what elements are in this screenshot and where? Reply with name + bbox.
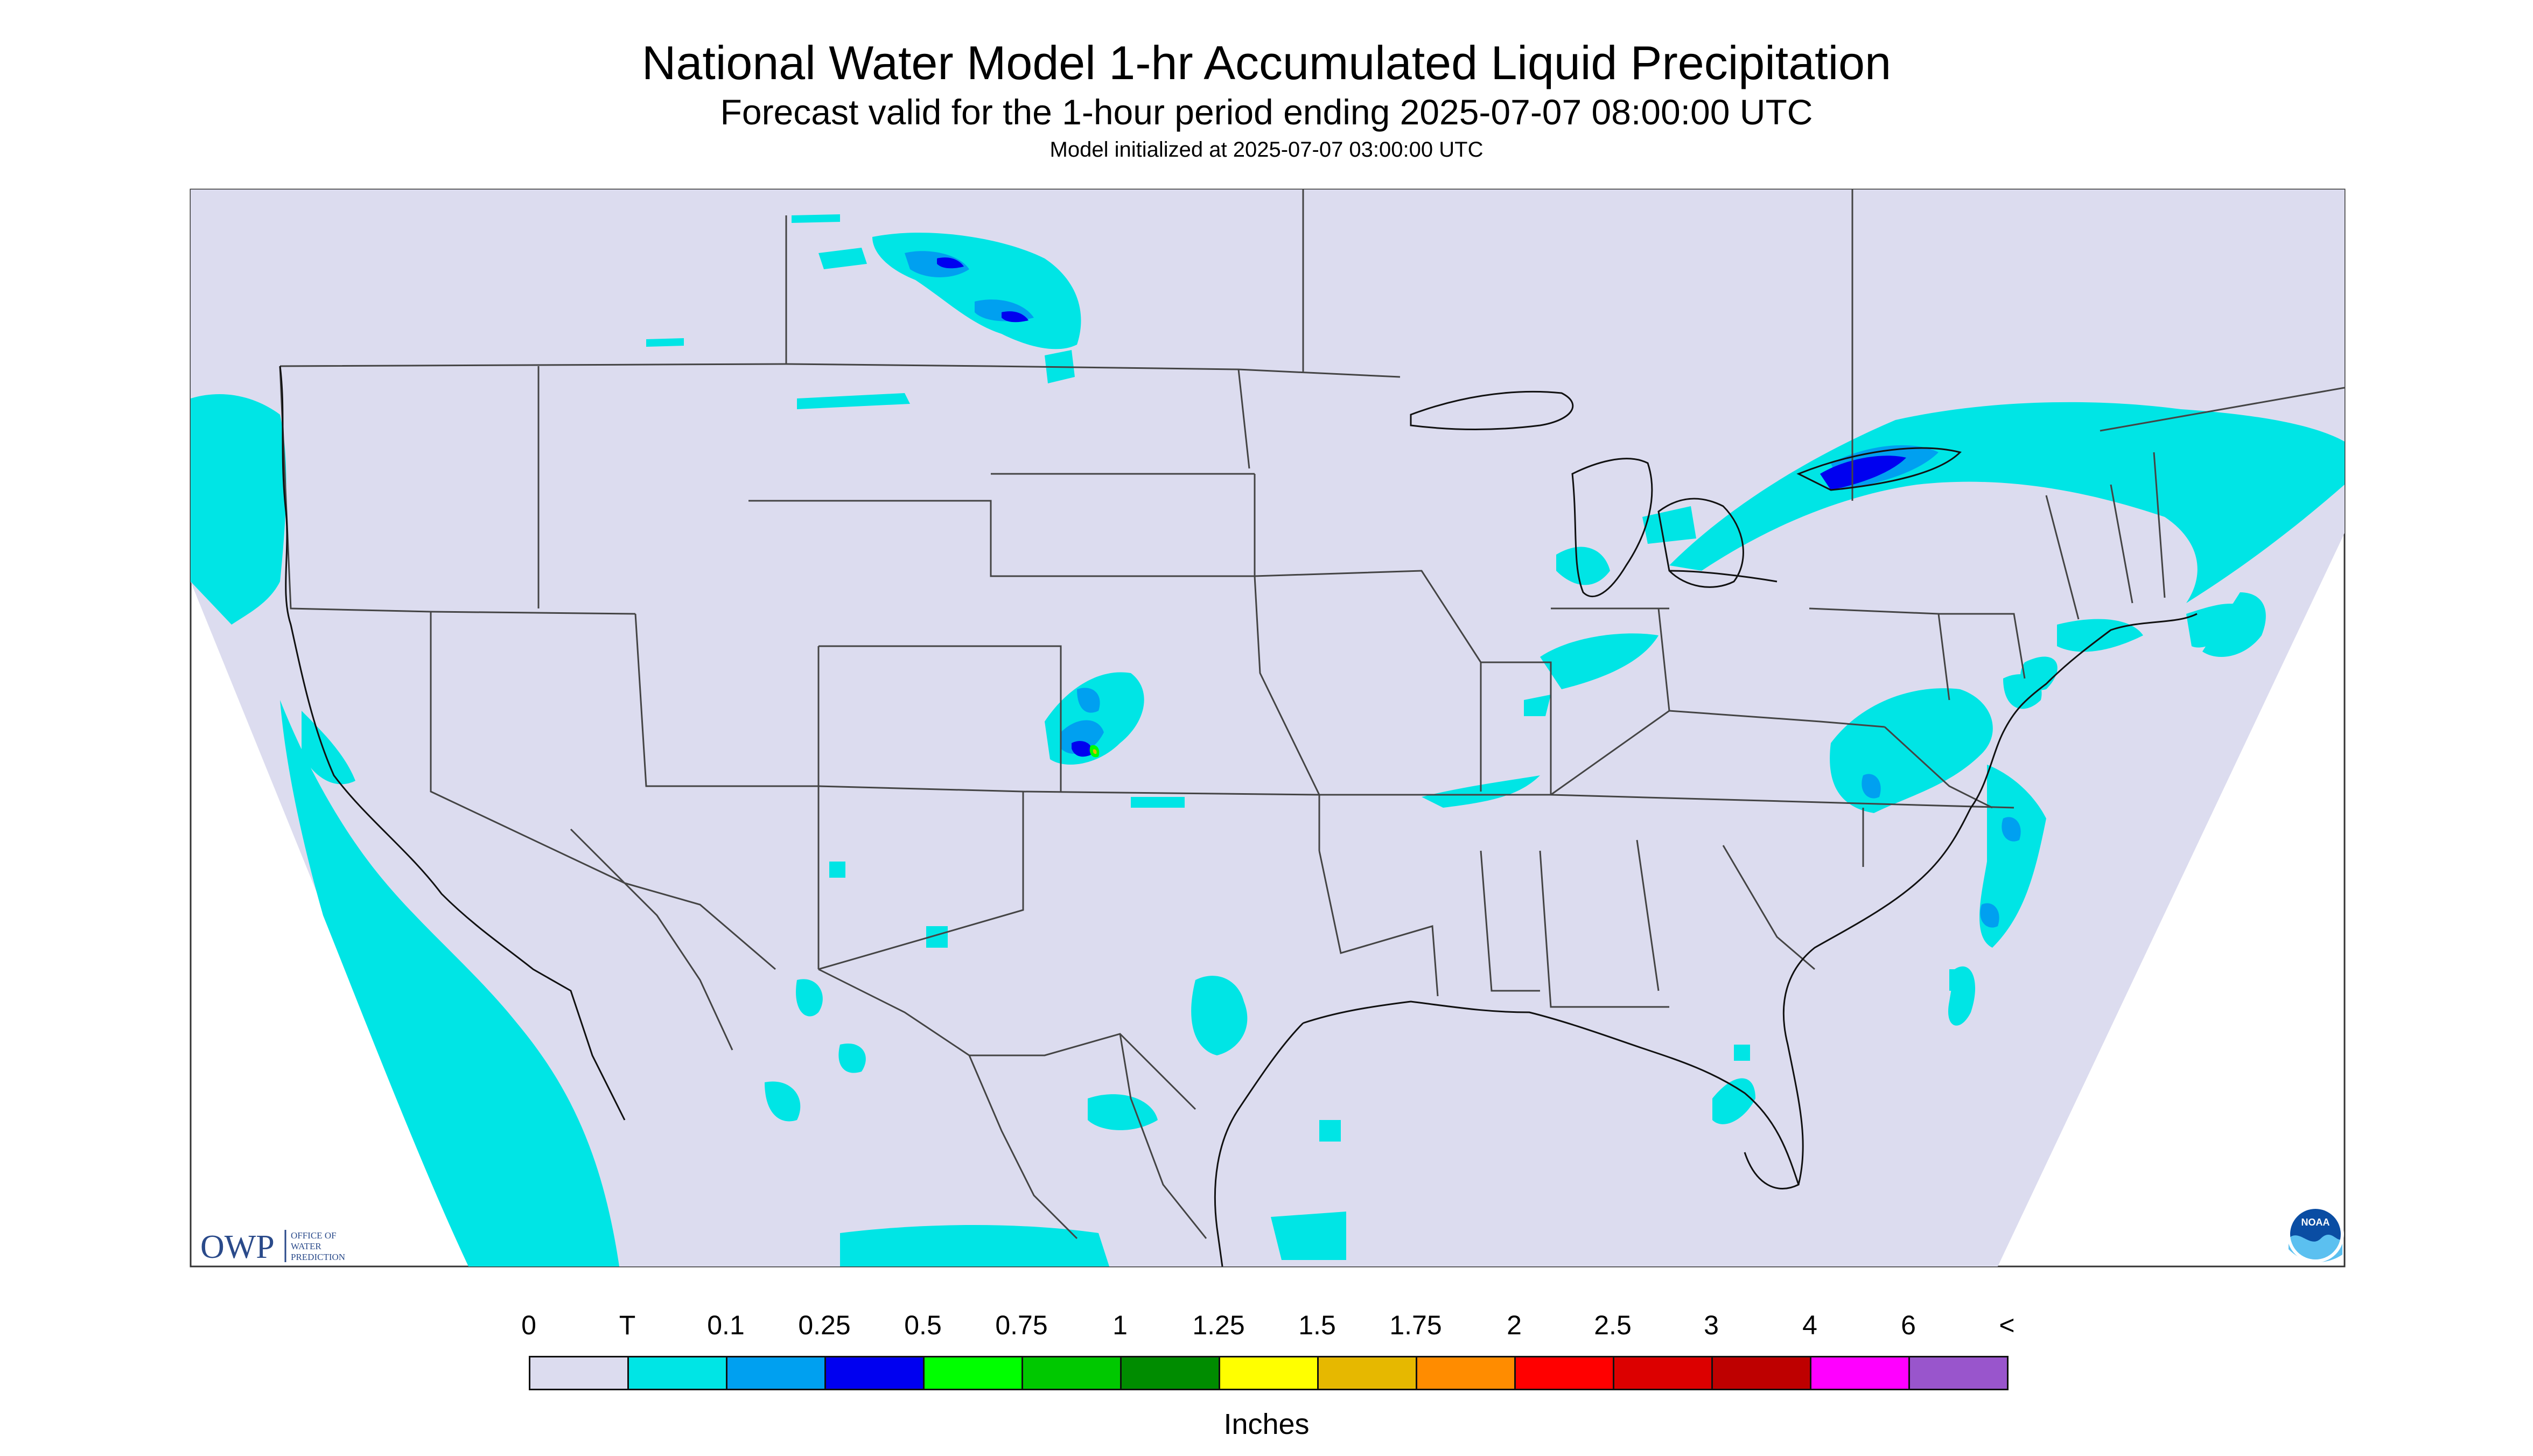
legend-label: 2 <box>1507 1310 1522 1340</box>
legend-label: 0.25 <box>798 1310 851 1340</box>
legend-swatch <box>1021 1356 1122 1390</box>
map-subtitle: Forecast valid for the 1-hour period end… <box>720 92 1813 132</box>
legend-label: 6 <box>1901 1310 1916 1340</box>
noaa-logo-text: NOAA <box>2301 1217 2330 1228</box>
legend-swatch <box>824 1356 925 1390</box>
precip-heavy-areas <box>1089 745 1100 758</box>
legend-label: 0.5 <box>904 1310 942 1340</box>
legend-label: 0.75 <box>995 1310 1048 1340</box>
model-init-time: Model initialized at 2025-07-07 03:00:00… <box>1049 138 1484 162</box>
legend-label: 2.5 <box>1594 1310 1632 1340</box>
legend-label: 1.5 <box>1298 1310 1336 1340</box>
legend-swatch <box>1120 1356 1220 1390</box>
legend-swatch <box>1711 1356 1811 1390</box>
precip-moderate-areas <box>937 257 1906 757</box>
precip-trace-areas <box>191 214 2345 1266</box>
legend-swatch <box>1613 1356 1713 1390</box>
legend-swatch <box>1908 1356 2009 1390</box>
model-domain <box>191 190 2345 1266</box>
owp-logo-line2: WATER <box>291 1241 321 1251</box>
legend-label: 1 <box>1112 1310 1128 1340</box>
legend-swatch <box>1219 1356 1319 1390</box>
legend-swatch <box>1810 1356 1910 1390</box>
owp-logo: OWP OFFICE OF WATER PREDICTION <box>200 1229 345 1265</box>
legend-swatch <box>529 1356 629 1390</box>
legend-label: 1.75 <box>1389 1310 1442 1340</box>
coastlines <box>279 366 2198 1267</box>
owp-logo-mark: OWP <box>200 1229 275 1265</box>
legend-label: 0.1 <box>707 1310 745 1340</box>
owp-logo-line1: OFFICE OF <box>291 1230 337 1241</box>
legend-units: Inches <box>1223 1408 1310 1440</box>
map-title: National Water Model 1-hr Accumulated Li… <box>641 36 1892 89</box>
legend-swatch <box>1416 1356 1516 1390</box>
legend-label: 1.25 <box>1192 1310 1245 1340</box>
legend-swatch <box>726 1356 826 1390</box>
legend-swatch <box>1317 1356 1417 1390</box>
legend-label-end: < <box>1999 1310 2015 1340</box>
legend-label: 0 <box>521 1310 536 1340</box>
legend-swatch <box>923 1356 1023 1390</box>
noaa-logo: NOAA <box>2287 1206 2344 1263</box>
legend-label: 4 <box>1802 1310 1817 1340</box>
legend-swatch <box>627 1356 727 1390</box>
state-borders <box>279 190 2345 1240</box>
legend-label: T <box>619 1310 636 1340</box>
owp-logo-line3: PREDICTION <box>291 1252 345 1262</box>
legend-label: 3 <box>1704 1310 1719 1340</box>
legend-swatch <box>1514 1356 1614 1390</box>
